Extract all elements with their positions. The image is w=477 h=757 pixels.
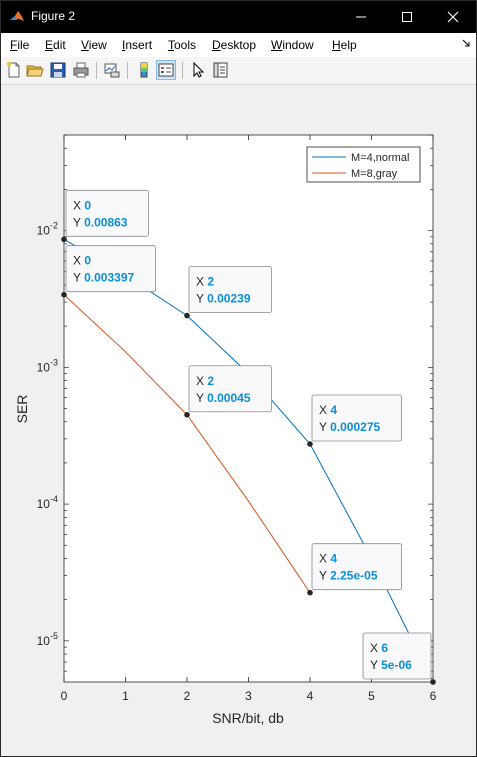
axis-ticks: 0 1 2 3 4 5 6 10-5 10-4 10-3 10-2 bbox=[37, 134, 437, 703]
menu-help[interactable]: Help bbox=[332, 38, 357, 52]
colorbar-icon[interactable] bbox=[135, 61, 153, 79]
close-button[interactable] bbox=[430, 1, 476, 33]
x-tick-label: 3 bbox=[245, 689, 252, 703]
datatip-marker[interactable] bbox=[307, 441, 313, 447]
datatip-marker[interactable] bbox=[61, 291, 67, 298]
datatip-x-text: X 0 bbox=[73, 198, 91, 212]
axes-box bbox=[63, 134, 434, 683]
maximize-icon bbox=[402, 12, 412, 22]
menu-tools[interactable]: Tools bbox=[168, 38, 197, 52]
datatip[interactable]: X 4 Y 2.25e-05 bbox=[311, 543, 402, 591]
datatip-x-text: X 2 bbox=[196, 374, 214, 388]
x-tick-label: 5 bbox=[368, 689, 375, 703]
legend-icon[interactable] bbox=[156, 60, 176, 80]
x-tick-label: 4 bbox=[307, 689, 314, 703]
datatip[interactable]: X 4 Y 0.000275 bbox=[311, 394, 402, 442]
print-icon[interactable] bbox=[72, 61, 90, 79]
datatip-box bbox=[188, 365, 272, 413]
menu-view[interactable]: View bbox=[81, 38, 107, 52]
figure-canvas: 0 1 2 3 4 5 6 10-5 10-4 10-3 10-2 X 0 Y 0.00863 X 0 Y… bbox=[1, 85, 476, 757]
datatip-marker[interactable] bbox=[307, 589, 313, 596]
ser-plot[interactable]: 0 1 2 3 4 5 6 10-5 10-4 10-3 10-2 X 0 Y 0.00863 X 0 Y… bbox=[1, 85, 476, 757]
x-tick-label: 6 bbox=[430, 689, 437, 703]
menu-desktop[interactable]: Desktop bbox=[212, 38, 257, 52]
datatip-y-text: Y 0.003397 bbox=[73, 271, 135, 285]
datatip[interactable]: X 0 Y 0.003397 bbox=[65, 245, 156, 293]
datatip-x-text: X 2 bbox=[196, 275, 214, 289]
datatip[interactable]: X 6 Y 5e-06 bbox=[362, 632, 432, 680]
legend-entry: M=8,gray bbox=[351, 168, 398, 180]
datatip-box bbox=[65, 245, 156, 293]
toolbar-separator bbox=[127, 62, 128, 79]
datatip-box bbox=[65, 189, 149, 237]
datatip[interactable]: X 0 Y 0.00863 bbox=[65, 189, 149, 237]
matlab-logo-icon bbox=[10, 11, 24, 21]
datatip-x-text: X 4 bbox=[319, 403, 337, 417]
window-title: Figure 2 bbox=[31, 9, 76, 23]
datatip[interactable]: X 2 Y 0.00045 bbox=[188, 365, 272, 413]
datatip-x-text: X 0 bbox=[73, 254, 91, 268]
minimize-button[interactable] bbox=[338, 1, 384, 33]
legend[interactable]: M=4,normal M=8,gray bbox=[306, 146, 421, 183]
datatip-marker[interactable] bbox=[184, 411, 190, 418]
datatip-box bbox=[188, 266, 272, 313]
menu-bar: File Edit View Insert Tools Desktop Wind… bbox=[1, 33, 476, 57]
menu-edit[interactable]: Edit bbox=[45, 38, 66, 52]
y-tick-label: 10-4 bbox=[37, 494, 58, 511]
y-tick-label: 10-3 bbox=[37, 357, 58, 374]
datatip-y-text: Y 5e-06 bbox=[370, 658, 412, 672]
minimize-icon bbox=[356, 16, 366, 18]
datatip-y-text: Y 2.25e-05 bbox=[319, 569, 378, 583]
datatip-marker[interactable] bbox=[184, 312, 190, 319]
pointer-icon[interactable] bbox=[189, 61, 207, 79]
x-tick-label: 2 bbox=[184, 689, 191, 703]
open-file-icon[interactable] bbox=[26, 61, 44, 79]
figure-toolbar bbox=[1, 57, 476, 85]
x-tick-label: 1 bbox=[122, 689, 129, 703]
datatip-x-text: X 6 bbox=[370, 641, 388, 655]
datatip-marker[interactable] bbox=[430, 679, 436, 685]
toolbar-separator bbox=[182, 62, 183, 79]
datatip-box bbox=[311, 543, 402, 591]
datatip-marker[interactable] bbox=[61, 236, 67, 243]
x-axis-label: SNR/bit, db bbox=[212, 710, 284, 726]
datatip[interactable]: X 2 Y 0.00239 bbox=[188, 266, 272, 313]
y-axis-label: SER bbox=[14, 395, 30, 424]
datatip-y-text: Y 0.00863 bbox=[73, 215, 128, 229]
datatip-x-text: X 4 bbox=[319, 552, 337, 566]
x-tick-label: 0 bbox=[61, 689, 68, 703]
datatip-box bbox=[362, 632, 432, 680]
property-inspector-icon[interactable] bbox=[211, 61, 229, 79]
datatip-y-text: Y 0.000275 bbox=[319, 420, 381, 434]
y-tick-label: 10-2 bbox=[37, 221, 58, 238]
save-icon[interactable] bbox=[49, 61, 67, 79]
datatip-y-text: Y 0.00239 bbox=[196, 292, 251, 306]
dock-arrow-icon[interactable] bbox=[462, 39, 470, 47]
close-icon bbox=[447, 11, 459, 23]
toolbar-separator bbox=[96, 62, 97, 79]
menu-file[interactable]: File bbox=[10, 38, 30, 52]
datatip-box bbox=[311, 394, 402, 442]
y-tick-label: 10-5 bbox=[37, 631, 58, 648]
legend-entry: M=4,normal bbox=[351, 152, 409, 164]
maximize-button[interactable] bbox=[384, 1, 430, 33]
title-bar[interactable]: Figure 2 bbox=[1, 1, 476, 33]
menu-window[interactable]: Window bbox=[271, 38, 314, 52]
menu-insert[interactable]: Insert bbox=[122, 38, 153, 52]
new-figure-icon[interactable] bbox=[5, 61, 23, 79]
link-plot-icon[interactable] bbox=[103, 61, 121, 79]
datatip-y-text: Y 0.00045 bbox=[196, 391, 251, 405]
legend-box bbox=[306, 146, 421, 183]
